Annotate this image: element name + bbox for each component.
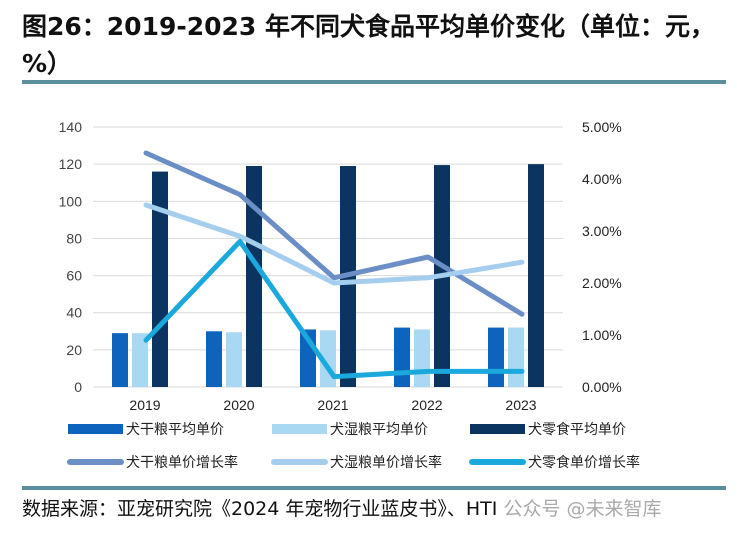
bar-2	[226, 332, 242, 387]
y-right-tick-label: 3.00%	[582, 223, 622, 239]
line-series-2	[143, 202, 525, 286]
y-left-tick-label: 20	[66, 342, 82, 358]
y-left-tick-label: 60	[66, 268, 82, 284]
x-tick-label: 2023	[505, 397, 536, 413]
y-left-tick-label: 80	[66, 230, 82, 246]
source-divider	[22, 486, 726, 490]
bar-1	[206, 331, 222, 387]
legend-label: 犬干粮单价增长率	[126, 454, 238, 471]
legend-label: 犬湿粮平均单价	[330, 422, 428, 438]
bar-1	[112, 333, 128, 387]
y-right-tick-label: 0.00%	[582, 379, 622, 395]
bar-2	[508, 327, 524, 387]
bar-2	[132, 333, 148, 387]
bar-3	[152, 171, 168, 387]
y-right-tick-label: 4.00%	[582, 171, 622, 187]
chart-title: 图26：2019-2023 年不同犬食品平均单价变化（单位：元，%）	[22, 12, 716, 78]
x-tick-label: 2021	[317, 397, 348, 413]
legend-swatch	[68, 424, 123, 434]
y-right-tick-label: 5.00%	[582, 119, 622, 135]
legend-label: 犬零食平均单价	[528, 421, 626, 438]
y-right-tick-label: 2.00%	[582, 275, 622, 291]
watermark: 公众号 @未来智库	[503, 498, 662, 520]
bar-3	[246, 166, 262, 387]
bar-1	[394, 327, 410, 387]
legend-label: 犬干粮平均单价	[126, 422, 224, 438]
y-right-tick-label: 1.00%	[582, 327, 622, 343]
x-tick-label: 2020	[223, 397, 254, 413]
bar-2	[414, 329, 430, 387]
y-left-tick-label: 40	[66, 305, 82, 321]
y-left-tick-label: 120	[59, 156, 83, 172]
y-left-tick-label: 100	[59, 193, 83, 209]
legend-label: 犬湿粮单价增长率	[330, 454, 442, 471]
legend-label: 犬零食单价增长率	[528, 454, 640, 471]
x-tick-label: 2022	[411, 397, 442, 413]
chart: 0 20 40 60 80 100 120 140 0.00% 1.00% 2.00% 3.00% 4.…	[59, 119, 640, 471]
y-left-tick-label: 0	[74, 379, 82, 395]
bar-3	[528, 164, 544, 387]
y-left-tick-label: 140	[59, 119, 83, 135]
x-tick-label: 2019	[129, 397, 160, 413]
line-series-1	[143, 150, 525, 317]
source-text: 数据来源：亚宠研究院《2024 年宠物行业蓝皮书》、HTI	[22, 498, 498, 520]
legend-swatch	[470, 424, 525, 434]
bar-1	[488, 327, 504, 387]
source-note: 数据来源：亚宠研究院《2024 年宠物行业蓝皮书》、HTI 公众号 @未来智库	[22, 494, 662, 521]
legend-swatch	[272, 424, 327, 434]
title-divider	[22, 80, 726, 84]
